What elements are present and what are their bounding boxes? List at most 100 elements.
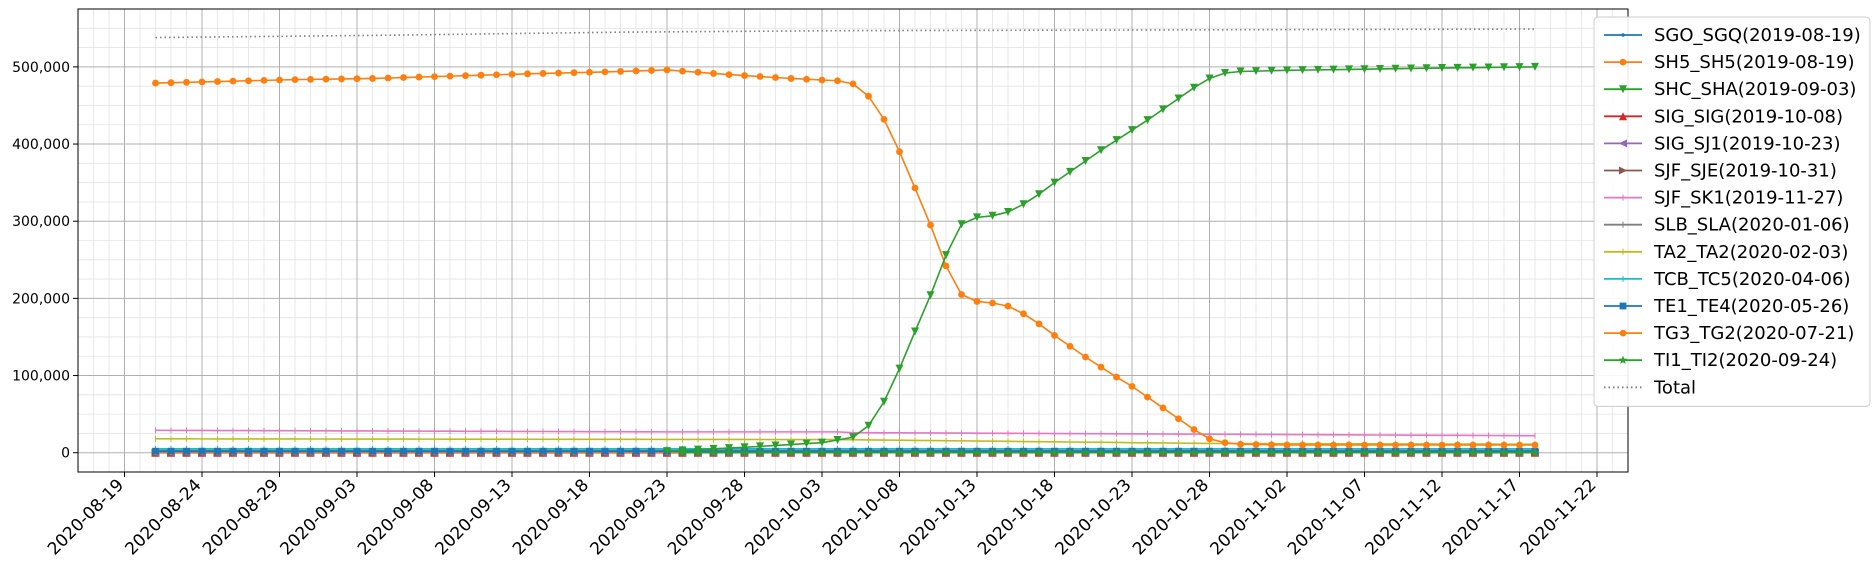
data-point — [493, 71, 500, 79]
data-point — [755, 448, 765, 457]
data-point — [462, 447, 469, 455]
data-point — [1314, 65, 1322, 74]
data-point — [1066, 167, 1074, 176]
data-point — [1096, 448, 1106, 457]
legend-entry: TCB_TC5(2020-04-06) — [1604, 269, 1850, 290]
data-point — [1392, 441, 1399, 449]
data-point — [1515, 448, 1524, 457]
series-SH5_SH5(2019-08-19) — [152, 66, 1539, 449]
data-point — [958, 291, 965, 298]
y-tick-label: 0 — [61, 446, 70, 462]
data-point — [291, 447, 299, 455]
x-tick-label: 2020-10-23 — [1052, 475, 1136, 559]
data-point — [508, 70, 516, 78]
legend-entry: TE1_TE4(2020-05-26) — [1604, 296, 1849, 317]
data-point — [833, 435, 842, 444]
data-point — [1267, 448, 1276, 457]
data-point — [725, 71, 733, 78]
series-line — [155, 429, 1536, 437]
data-point — [1159, 404, 1167, 412]
data-point — [1252, 67, 1260, 76]
data-point — [849, 80, 857, 88]
x-tick-label: 2020-09-03 — [277, 475, 361, 559]
data-point — [911, 327, 919, 336]
data-point — [1237, 440, 1244, 448]
data-point — [555, 447, 562, 455]
data-point — [1236, 67, 1245, 76]
data-point — [957, 220, 966, 229]
data-point — [1221, 69, 1229, 78]
data-point — [229, 77, 237, 85]
data-point — [818, 76, 826, 84]
data-point — [1345, 441, 1353, 449]
data-point — [431, 447, 438, 455]
data-point — [1344, 448, 1354, 457]
legend-entry: SGO_SGQ(2019-08-19) — [1604, 25, 1861, 46]
data-point — [864, 421, 873, 430]
data-point — [1516, 441, 1523, 449]
data-point — [152, 79, 159, 87]
legend-entry: Total — [1604, 377, 1696, 398]
data-point — [617, 447, 624, 455]
data-point — [601, 68, 609, 76]
data-point — [1453, 448, 1462, 457]
data-point — [957, 448, 966, 457]
data-point — [973, 298, 981, 305]
data-point — [989, 299, 996, 307]
legend-label: SJF_SJE(2019-10-31) — [1654, 161, 1837, 182]
data-point — [833, 448, 842, 457]
data-point — [198, 447, 206, 455]
legend-label: Total — [1653, 377, 1696, 398]
data-point — [1205, 448, 1214, 457]
data-point — [601, 447, 609, 455]
data-point — [1484, 63, 1493, 72]
data-point — [1515, 63, 1524, 72]
data-point — [183, 447, 190, 455]
data-point — [1065, 448, 1075, 457]
data-point — [276, 76, 283, 84]
series-SHC_SHA(2019-09-03) — [663, 62, 1539, 456]
data-point — [787, 440, 795, 449]
data-point — [1206, 435, 1213, 443]
data-point — [1330, 441, 1337, 449]
data-point — [973, 213, 981, 222]
data-point — [1329, 448, 1338, 457]
data-point — [663, 447, 671, 456]
legend-label: SJF_SK1(2019-11-27) — [1654, 188, 1843, 209]
data-point — [709, 444, 718, 453]
data-point — [338, 447, 345, 455]
data-point — [524, 70, 531, 78]
data-point — [198, 78, 206, 86]
data-point — [1468, 448, 1478, 457]
data-point — [1097, 146, 1105, 155]
data-point — [1621, 33, 1625, 37]
data-point — [1619, 302, 1627, 310]
data-point — [1236, 448, 1245, 457]
data-point — [648, 447, 655, 455]
data-point — [586, 447, 593, 455]
legend-entry: TA2_TA2(2020-02-03) — [1604, 242, 1848, 263]
data-point — [1329, 65, 1338, 74]
legend-label: SIG_SIG(2019-10-08) — [1654, 106, 1843, 127]
x-tick-label: 2020-11-22 — [1517, 475, 1601, 559]
data-point — [477, 71, 485, 79]
data-point — [926, 448, 935, 457]
data-point — [1127, 448, 1137, 457]
data-point — [183, 78, 190, 86]
y-tick-label: 500,000 — [12, 60, 70, 76]
data-point — [880, 397, 888, 406]
data-point — [1112, 136, 1121, 145]
data-point — [1144, 393, 1151, 401]
data-point — [1097, 363, 1105, 371]
data-point — [508, 447, 516, 455]
legend-label: SHC_SHA(2019-09-03) — [1654, 79, 1856, 100]
data-point — [415, 447, 423, 455]
data-point — [555, 69, 562, 77]
data-point — [864, 448, 873, 457]
data-point — [802, 439, 811, 448]
data-point — [353, 447, 361, 455]
data-point — [771, 448, 780, 457]
data-point — [1360, 65, 1369, 74]
data-point — [1453, 63, 1462, 72]
